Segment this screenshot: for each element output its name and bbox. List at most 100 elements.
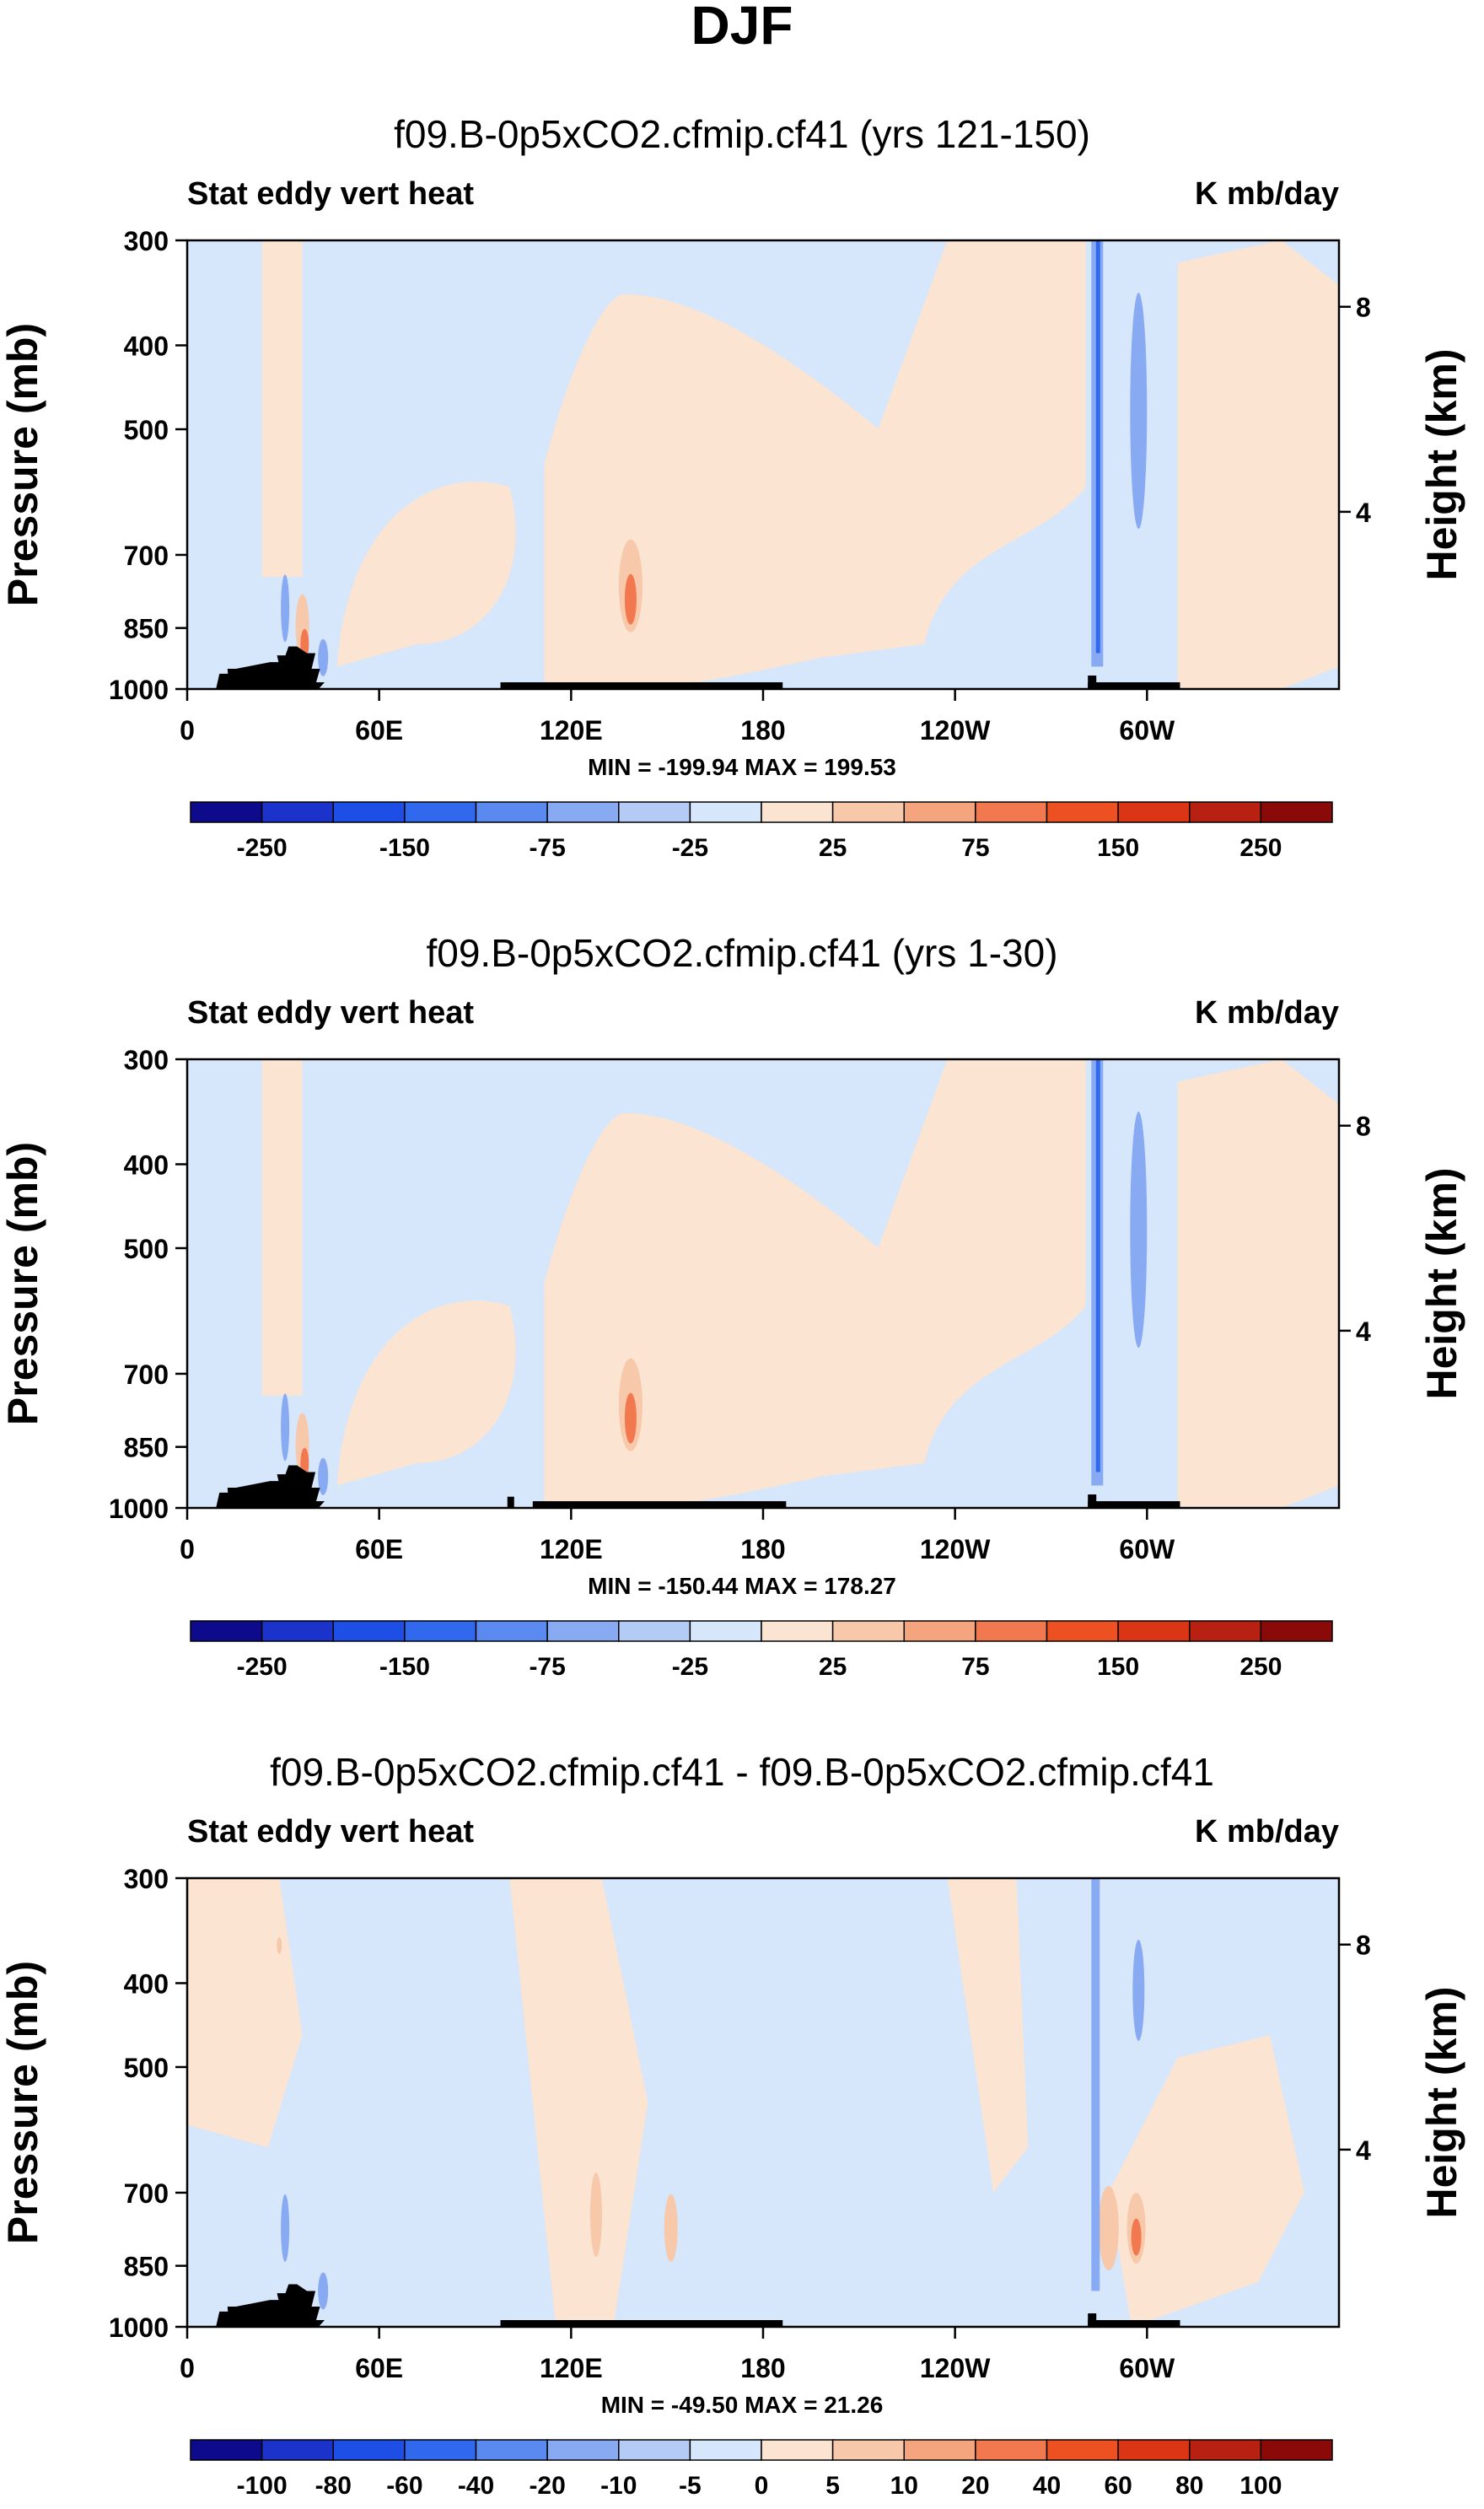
colorbar-swatch xyxy=(689,801,762,823)
contour-fill-positive xyxy=(544,240,1086,689)
colorbar-swatch xyxy=(1046,2439,1119,2461)
colorbar-swatch xyxy=(1189,1620,1262,1642)
y-tick-label: 400 xyxy=(124,1150,169,1180)
x-axis: 0 60E 120E 180 120W 60W xyxy=(180,2327,1175,2383)
colorbar-swatch xyxy=(475,1620,548,1642)
chart-title: f09.B-0p5xCO2.cfmip.cf41 (yrs 121-150) xyxy=(394,112,1090,156)
y-tick-label: 400 xyxy=(124,1968,169,1999)
topography-mask xyxy=(216,646,1180,689)
colorbar-label: 250 xyxy=(1239,1653,1282,1681)
contour-fill-positive xyxy=(947,1878,1029,2193)
colorbar-label: -150 xyxy=(379,834,430,862)
colorbar-label: 80 xyxy=(1175,2472,1203,2500)
colorbar-label: 150 xyxy=(1097,834,1139,862)
x-tick-label: 0 xyxy=(180,2353,195,2383)
contour-fill-positive xyxy=(261,240,303,577)
chart-panel-3: f09.B-0p5xCO2.cfmip.cf41 - f09.B-0p5xCO2… xyxy=(0,1750,1465,2500)
colorbar-swatch xyxy=(261,1620,334,1642)
contour-field xyxy=(187,1059,1339,1508)
colorbar-label: 75 xyxy=(961,1653,989,1681)
colorbar-swatch xyxy=(689,1620,762,1642)
y-tick-label: 400 xyxy=(124,331,169,361)
x-axis: 0 60E 120E 180 120W 60W xyxy=(180,1508,1175,1564)
y2-tick-label: 8 xyxy=(1356,293,1371,323)
y2-axis: 8 4 Height (km) xyxy=(1339,1930,1465,2219)
colorbar-swatch xyxy=(404,2439,477,2461)
colorbar-swatch xyxy=(1189,801,1262,823)
contour-fill-positive xyxy=(1177,240,1339,689)
colorbar-swatch xyxy=(975,2439,1048,2461)
colorbar-swatch xyxy=(903,2439,976,2461)
colorbar-swatch xyxy=(1189,2439,1262,2461)
contour-fill-negative xyxy=(281,2194,290,2262)
contour-fill-positive xyxy=(1098,2185,1119,2270)
x-tick-label: 120W xyxy=(920,715,991,746)
contour-fill-positive xyxy=(624,1392,637,1444)
x-tick-label: 180 xyxy=(740,715,785,746)
x-tick-label: 120W xyxy=(920,2353,991,2383)
contour-fill-negative xyxy=(1095,240,1100,654)
colorbar-label: 5 xyxy=(825,2472,840,2500)
y-tick-label: 850 xyxy=(124,614,169,644)
colorbar-swatch xyxy=(190,2439,263,2461)
x-tick-label: 60E xyxy=(355,1534,403,1564)
colorbar-swatch xyxy=(689,2439,762,2461)
colorbar-swatch xyxy=(546,2439,620,2461)
y2-axis: 8 4 Height (km) xyxy=(1339,293,1465,581)
x-tick-label: 60E xyxy=(355,2353,403,2383)
colorbar: -250 -150 -75 -25 25 75 150 250 xyxy=(190,1620,1333,1681)
x-tick-label: 120W xyxy=(920,1534,991,1564)
contour-field xyxy=(187,240,1339,689)
contour-fill-negative xyxy=(318,1457,329,1495)
colorbar-label: 250 xyxy=(1239,834,1282,862)
contour-fill-negative xyxy=(1091,1878,1100,2291)
chart-title: f09.B-0p5xCO2.cfmip.cf41 - f09.B-0p5xCO2… xyxy=(270,1750,1214,1794)
contour-fill-negative xyxy=(281,1393,290,1462)
colorbar-swatch xyxy=(1260,2439,1333,2461)
min-max-stats: MIN = -150.44 MAX = 178.27 xyxy=(588,1573,896,1599)
colorbar-label: -20 xyxy=(529,2472,565,2500)
y-axis: 300 400 500 700 850 1000 Pressure (mb) xyxy=(0,226,187,705)
terrain-pacific xyxy=(500,2320,783,2327)
contour-fill-positive xyxy=(1108,2035,1305,2327)
colorbar-label: 25 xyxy=(819,834,847,862)
page-title: DJF xyxy=(691,0,793,56)
colorbar-swatch xyxy=(190,1620,263,1642)
y-tick-label: 1000 xyxy=(109,675,169,705)
colorbar-label: 25 xyxy=(819,1653,847,1681)
x-tick-label: 120E xyxy=(540,1534,603,1564)
y2-tick-label: 8 xyxy=(1356,1930,1371,1961)
y-tick-label: 850 xyxy=(124,1433,169,1463)
contour-fill-negative xyxy=(1130,1112,1148,1349)
colorbar-swatch xyxy=(618,2439,691,2461)
colorbar-swatch xyxy=(332,1620,406,1642)
colorbar-swatch xyxy=(1117,801,1191,823)
colorbar-label: -25 xyxy=(672,834,708,862)
variable-label: Stat eddy vert heat xyxy=(187,1814,474,1849)
y2-tick-label: 4 xyxy=(1356,2135,1371,2166)
y2-tick-label: 4 xyxy=(1356,498,1371,528)
colorbar-label: -60 xyxy=(386,2472,422,2500)
colorbar-swatch xyxy=(831,2439,905,2461)
colorbar-label: 20 xyxy=(961,2472,989,2500)
colorbar-swatch xyxy=(903,1620,976,1642)
y2-axis-title: Height (km) xyxy=(1418,349,1465,581)
colorbar-swatch xyxy=(761,801,834,823)
colorbar-swatch xyxy=(1117,1620,1191,1642)
variable-label: Stat eddy vert heat xyxy=(187,995,474,1031)
units-label: K mb/day xyxy=(1195,176,1339,212)
colorbar-swatch xyxy=(546,801,620,823)
x-tick-label: 120E xyxy=(540,2353,603,2383)
y-axis: 300 400 500 700 850 1000 Pressure (mb) xyxy=(0,1864,187,2343)
colorbar: -250 -150 -75 -25 25 75 150 250 xyxy=(190,801,1333,862)
contour-field xyxy=(187,1878,1339,2327)
colorbar-swatch xyxy=(475,801,548,823)
y2-axis: 8 4 Height (km) xyxy=(1339,1112,1465,1400)
topography-mask xyxy=(216,1465,1180,1508)
colorbar-swatch xyxy=(261,801,334,823)
contour-fill-positive xyxy=(664,2194,678,2262)
y-tick-label: 850 xyxy=(124,2252,169,2282)
y2-tick-label: 4 xyxy=(1356,1316,1371,1347)
chart-panel-2: f09.B-0p5xCO2.cfmip.cf41 (yrs 1-30) Stat … xyxy=(0,931,1465,1681)
colorbar-swatch xyxy=(404,1620,477,1642)
